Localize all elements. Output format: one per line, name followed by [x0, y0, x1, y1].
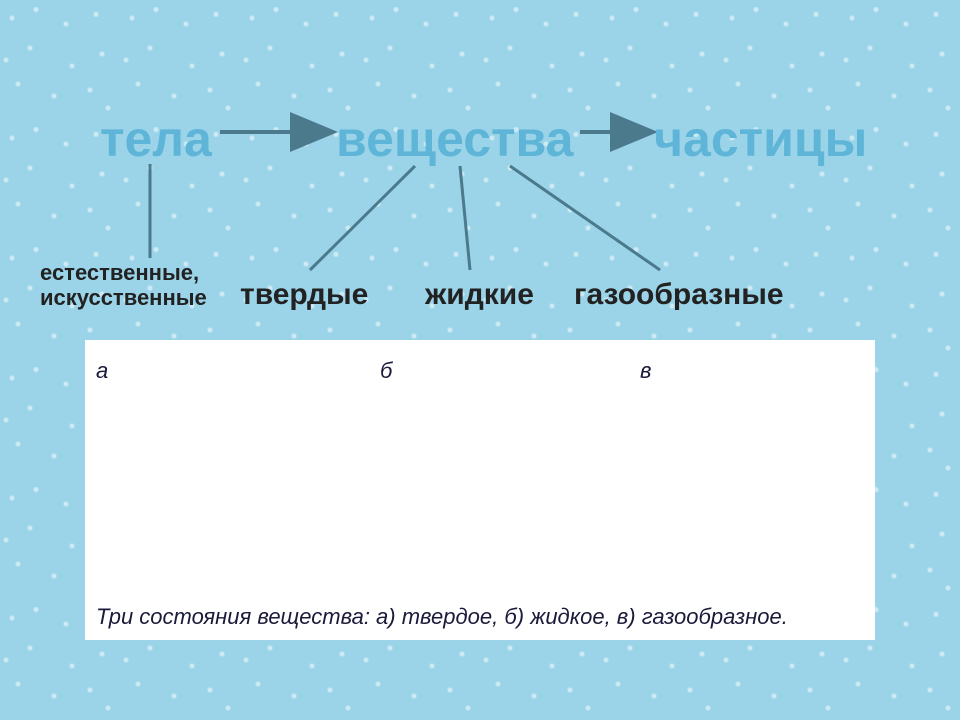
- section-label-a: а: [96, 358, 108, 384]
- section-label-v: в: [640, 358, 651, 384]
- node-bodies: тела: [100, 110, 212, 168]
- state-gas: газообразные: [574, 278, 784, 312]
- figure-panel: [85, 340, 875, 640]
- section-label-b: б: [380, 358, 392, 384]
- node-substances: вещества: [336, 110, 573, 168]
- bodies-subtypes: естественные,искусственные: [40, 260, 240, 311]
- state-solid: твердые: [240, 278, 368, 312]
- slide-root: тела вещества частицы естественные,искус…: [0, 0, 960, 720]
- figure-caption: Три состояния вещества: а) твердое, б) ж…: [96, 604, 788, 630]
- node-particles: частицы: [654, 110, 867, 168]
- state-liquid: жидкие: [425, 278, 534, 312]
